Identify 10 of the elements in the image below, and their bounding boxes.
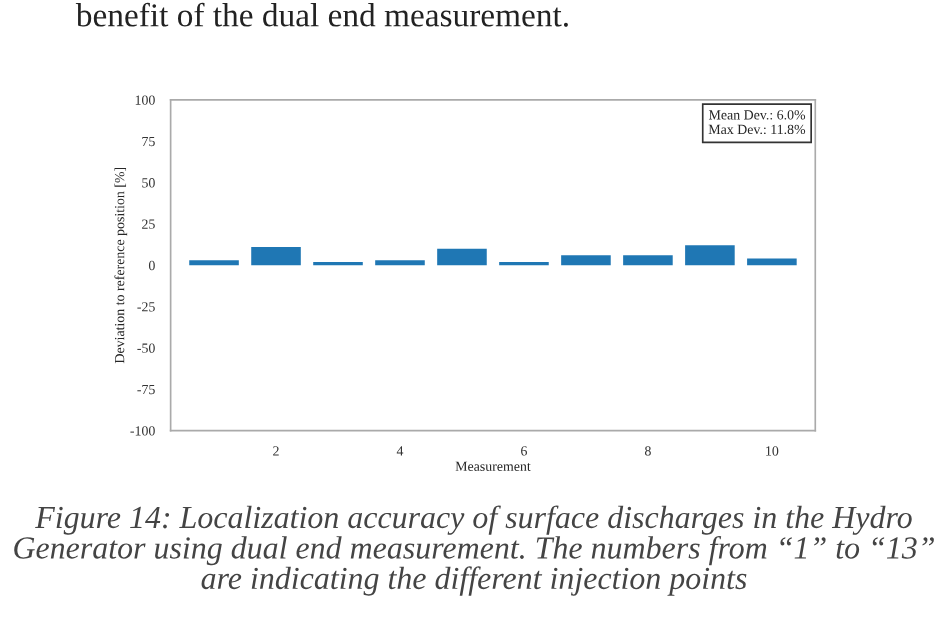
caption: Figure 14: Localization accuracy of surface discharges in the Hydro Generator using dual end measurement. The numbers from “1” to “13” are indicating the different injection points xyxy=(14,505,934,596)
bar xyxy=(189,260,239,266)
bar xyxy=(685,245,735,266)
bar xyxy=(375,260,425,266)
bar xyxy=(251,247,301,266)
bar xyxy=(747,258,797,266)
bar xyxy=(561,255,611,266)
bar xyxy=(437,248,487,266)
text: benefit of the dual end measurement. xyxy=(75,2,568,27)
bar xyxy=(623,255,673,266)
